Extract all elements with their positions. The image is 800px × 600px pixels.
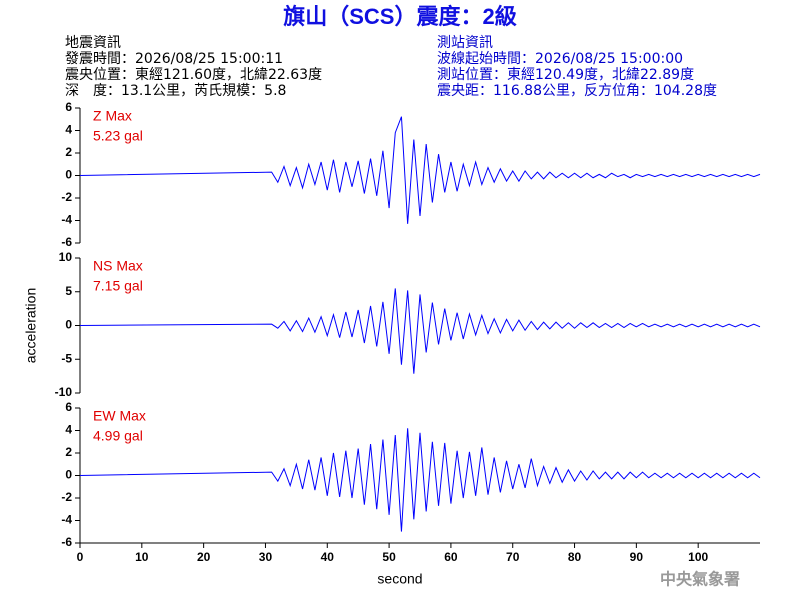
y-tick-label: 0 <box>65 168 72 182</box>
max-value: 4.99 gal <box>93 428 143 444</box>
footer: 中央氣象署 <box>660 570 740 589</box>
y-axis-label: acceleration <box>23 288 39 364</box>
max-label: Z Max <box>93 108 132 124</box>
y-tick-label: 10 <box>59 250 73 264</box>
max-label: NS Max <box>93 258 143 274</box>
max-label: EW Max <box>93 408 146 424</box>
y-tick-label: 4 <box>65 423 72 437</box>
info-right: 波線起始時間：2026/08/25 15:00:00 <box>437 51 683 67</box>
x-tick-label: 90 <box>630 550 644 564</box>
x-tick-label: 10 <box>135 550 149 564</box>
y-tick-label: 4 <box>65 123 72 137</box>
x-tick-label: 20 <box>197 550 211 564</box>
x-tick-label: 80 <box>568 550 582 564</box>
y-tick-label: -2 <box>61 490 72 504</box>
x-tick-label: 70 <box>506 550 520 564</box>
max-value: 5.23 gal <box>93 128 143 144</box>
y-tick-label: 6 <box>65 100 72 114</box>
waveform <box>79 116 761 224</box>
info-left: 地震資訊 <box>65 35 121 51</box>
waveform <box>79 288 761 374</box>
y-tick-label: -10 <box>55 385 73 399</box>
y-tick-label: 6 <box>65 400 72 414</box>
x-tick-label: 40 <box>321 550 335 564</box>
chart-title: 旗山（SCS）震度：2級 <box>283 4 516 29</box>
y-tick-label: -6 <box>61 235 72 249</box>
info-left: 發震時間：2026/08/25 15:00:11 <box>65 51 283 67</box>
y-tick-label: 0 <box>65 318 72 332</box>
waveform <box>79 428 761 532</box>
x-tick-label: 100 <box>688 550 708 564</box>
y-tick-label: 2 <box>65 145 72 159</box>
x-tick-label: 0 <box>77 550 84 564</box>
info-right: 測站位置：東經120.49度，北緯22.89度 <box>437 67 694 83</box>
info-right: 震央距：116.88公里，反方位角：104.28度 <box>437 83 717 99</box>
x-tick-label: 60 <box>444 550 458 564</box>
info-left: 震央位置：東經121.60度，北緯22.63度 <box>65 67 322 83</box>
y-tick-label: 0 <box>65 468 72 482</box>
x-tick-label: 30 <box>259 550 273 564</box>
max-value: 7.15 gal <box>93 278 143 294</box>
info-left: 深 度：13.1公里，芮氏規模：5.8 <box>65 82 286 99</box>
y-tick-label: -4 <box>61 213 72 227</box>
y-tick-label: 5 <box>65 284 72 298</box>
x-tick-label: 50 <box>382 550 396 564</box>
y-tick-label: 2 <box>65 445 72 459</box>
y-tick-label: -6 <box>61 535 72 549</box>
y-tick-label: -4 <box>61 513 72 527</box>
x-axis-label: second <box>377 571 422 587</box>
info-right: 測站資訊 <box>437 35 493 51</box>
y-tick-label: -2 <box>61 190 72 204</box>
y-tick-label: -5 <box>61 351 72 365</box>
